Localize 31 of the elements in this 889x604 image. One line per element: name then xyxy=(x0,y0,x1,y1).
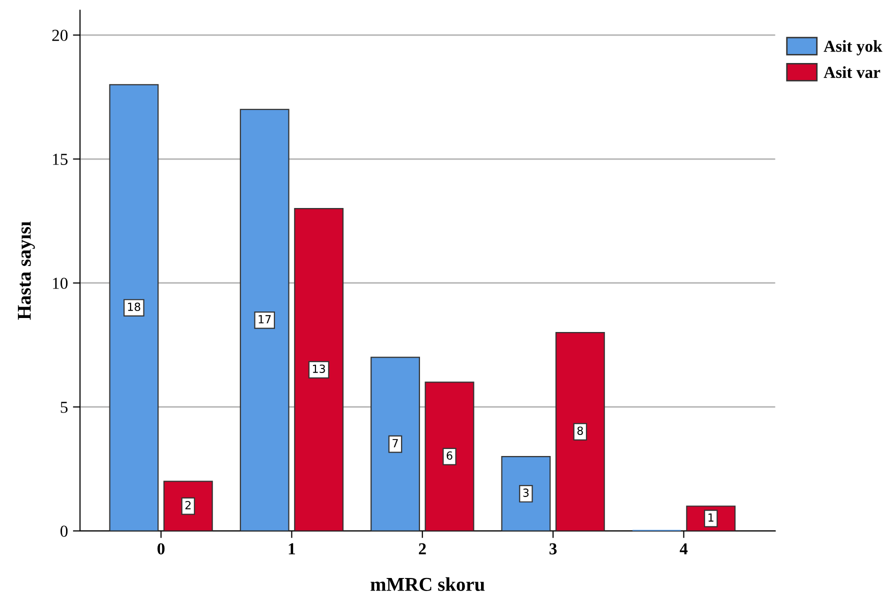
data-label: 17 xyxy=(258,315,271,324)
data-label: 13 xyxy=(312,364,325,373)
bar xyxy=(240,108,290,531)
x-tick-label: 3 xyxy=(550,543,557,554)
data-label: 7 xyxy=(392,439,398,448)
bar xyxy=(294,208,344,531)
legend-label: Asit yok xyxy=(824,40,882,56)
data-label: 3 xyxy=(523,488,529,497)
bar xyxy=(555,332,605,531)
y-tick-label: 0 xyxy=(60,526,68,537)
x-tick-label: 1 xyxy=(288,543,296,554)
data-label: 2 xyxy=(185,500,191,510)
x-tick-label: 2 xyxy=(418,543,426,554)
data-label: 6 xyxy=(446,451,452,460)
data-label: 8 xyxy=(577,426,583,435)
legend-label: Asit var xyxy=(824,66,880,78)
x-tick-label: 4 xyxy=(680,543,688,554)
x-tick-label: 0 xyxy=(158,543,165,554)
bar xyxy=(424,382,474,531)
y-tick-label: 20 xyxy=(52,30,68,42)
data-label: 18 xyxy=(128,302,140,312)
bar xyxy=(163,480,213,531)
y-tick-label: 10 xyxy=(53,278,68,289)
y-tick-label: 15 xyxy=(53,154,68,165)
y-axis-title: Hasta sayısı xyxy=(18,221,35,320)
data-label: 1 xyxy=(708,513,714,522)
y-tick-label: 5 xyxy=(60,402,68,413)
bar xyxy=(501,456,551,531)
bar xyxy=(370,356,420,531)
x-axis-title: mMRC skoru xyxy=(370,577,485,592)
bar xyxy=(109,84,159,531)
